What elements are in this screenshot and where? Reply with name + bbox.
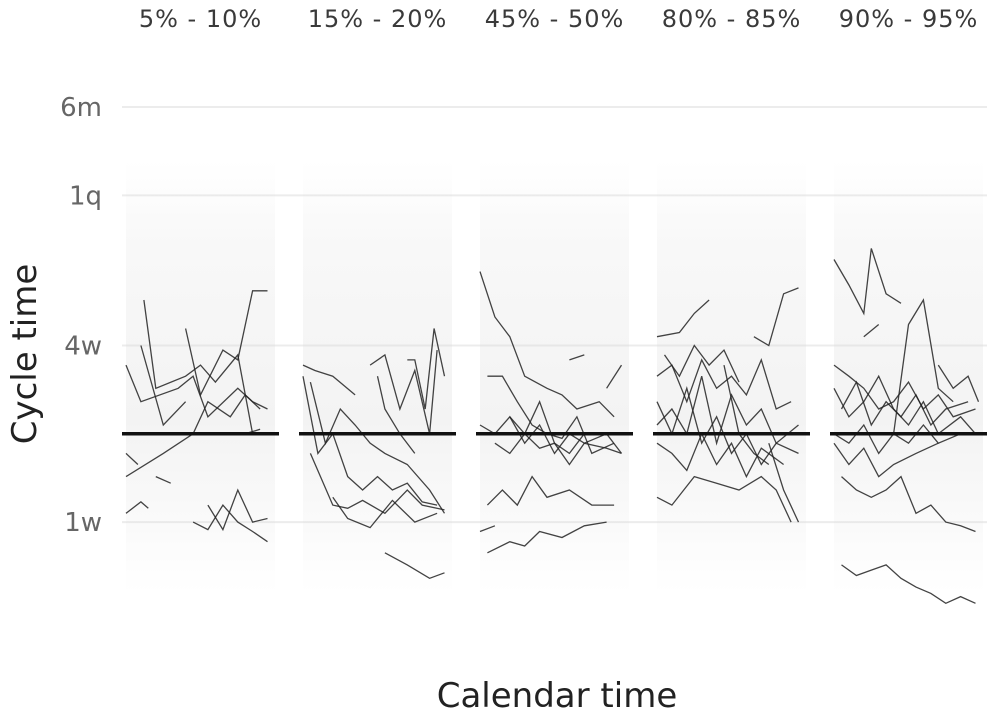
trace-line-5-10 <box>937 364 980 402</box>
facet-4: 80% - 85% <box>653 5 810 594</box>
trace-line-5-11 <box>863 323 880 338</box>
facet-density-haze <box>480 160 629 594</box>
facet-label: 90% - 95% <box>839 5 979 33</box>
trace-line-2-8 <box>407 328 446 410</box>
facet-1: 5% - 10% <box>122 5 279 594</box>
trace-line-2-5 <box>332 496 438 529</box>
trace-line-3-1 <box>479 271 615 418</box>
trace-line-1-10 <box>125 452 139 465</box>
y-tick-label-4w: 4w <box>64 331 102 361</box>
y-axis-title: Cycle time <box>5 264 45 445</box>
facet-3: 45% - 50% <box>476 5 633 594</box>
facet-label: 5% - 10% <box>139 5 262 33</box>
trace-line-2-3 <box>302 376 438 506</box>
facet-density-haze <box>126 160 275 594</box>
trace-line-3-8 <box>479 525 496 533</box>
facets: 5% - 10% 15% - 20% 45% - 50% 80% - 85% 90% -… <box>122 5 987 605</box>
trace-line-4-9 <box>723 364 770 466</box>
trace-line-4-4 <box>656 432 784 479</box>
trace-line-3-3 <box>479 415 623 455</box>
trace-line-1-4 <box>140 345 187 427</box>
y-tick-label-1q: 1q <box>69 181 102 211</box>
trace-line-4-1 <box>656 357 792 410</box>
trace-line-4-7 <box>753 287 799 347</box>
trace-line-3-5 <box>509 399 585 455</box>
trace-line-2-6 <box>369 350 438 434</box>
trace-line-5-7 <box>841 475 976 533</box>
trace-line-2-2 <box>309 381 446 514</box>
trace-line-2-4 <box>309 453 445 515</box>
facet-5: 90% - 95% <box>830 5 987 605</box>
facet-label: 15% - 20% <box>308 5 448 33</box>
trace-line-4-2 <box>656 376 799 446</box>
trace-line-4-6 <box>663 344 740 383</box>
facet-2: 15% - 20% <box>299 5 456 594</box>
facet-density-haze <box>834 160 983 594</box>
y-tick-label-6m: 6m <box>60 93 102 123</box>
y-axis-ticks: 1w 4w 1q 6m <box>60 93 102 538</box>
trace-line-5-9 <box>892 298 954 434</box>
trace-line-4-8 <box>656 475 792 523</box>
trace-line-5-4 <box>840 380 969 427</box>
trace-line-1-6 <box>125 501 149 514</box>
trace-line-1-7 <box>192 504 268 543</box>
facet-label: 45% - 50% <box>485 5 625 33</box>
trace-line-3-9 <box>569 354 585 361</box>
trace-line-2-7 <box>376 376 416 454</box>
y-tick-label-1w: 1w <box>64 508 102 538</box>
trace-line-1-11 <box>155 476 171 484</box>
trace-line-1-3 <box>143 299 254 434</box>
trace-line-1-8 <box>207 488 268 532</box>
trace-line-1-5 <box>184 290 268 397</box>
facet-label: 80% - 85% <box>662 5 802 33</box>
trace-line-3-7 <box>487 521 607 554</box>
trace-line-4-10 <box>768 443 800 523</box>
trace-line-5-6 <box>833 442 939 478</box>
x-axis-title: Calendar time <box>437 676 678 716</box>
trace-line-2-1 <box>302 364 356 396</box>
trace-line-4-5 <box>656 299 710 338</box>
trace-line-5-1 <box>833 248 902 316</box>
trace-line-3-10 <box>606 364 623 389</box>
trace-line-2-9 <box>384 552 445 580</box>
trace-line-5-8 <box>841 564 976 605</box>
trace-line-3-6 <box>486 475 615 507</box>
